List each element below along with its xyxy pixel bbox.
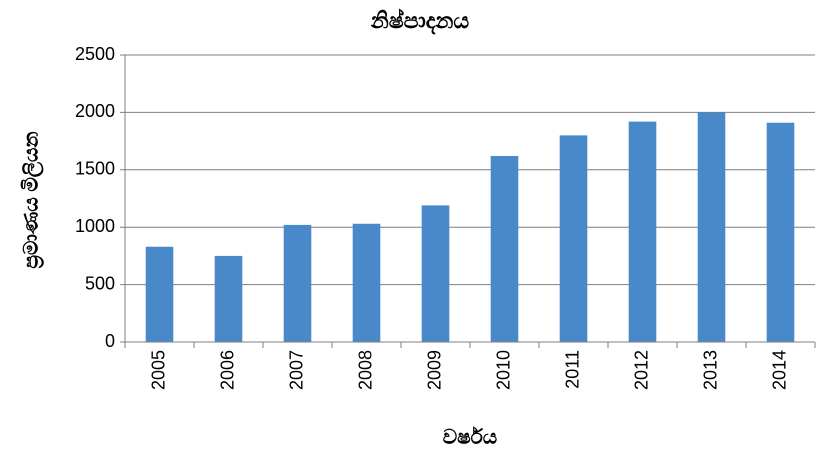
x-tick-label: 2014 bbox=[769, 350, 789, 390]
bar bbox=[421, 205, 450, 342]
bar bbox=[697, 112, 726, 343]
y-tick-label: 1000 bbox=[75, 216, 115, 236]
bar bbox=[490, 156, 519, 342]
bar bbox=[214, 255, 243, 342]
x-tick-label: 2006 bbox=[217, 350, 237, 390]
y-tick-label: 500 bbox=[85, 273, 115, 293]
y-tick-label: 2000 bbox=[75, 101, 115, 121]
bar bbox=[559, 135, 588, 342]
bar bbox=[628, 121, 657, 342]
x-tick-label: 2009 bbox=[424, 350, 444, 390]
x-axis-title: වර්ෂය bbox=[443, 425, 497, 448]
chart-title: නිෂ්පාදනය bbox=[370, 8, 470, 35]
x-tick-label: 2008 bbox=[355, 350, 375, 390]
x-tick-label: 2005 bbox=[148, 350, 168, 390]
bar bbox=[283, 224, 312, 342]
x-tick-label: 2007 bbox=[286, 350, 306, 390]
x-tick-label: 2012 bbox=[631, 350, 651, 390]
bar bbox=[766, 122, 795, 343]
y-axis-title: ප්‍රමාණය මිලියන bbox=[20, 131, 45, 269]
bar bbox=[145, 246, 174, 342]
x-tick-label: 2010 bbox=[493, 350, 513, 390]
x-tick-label: 2013 bbox=[700, 350, 720, 390]
y-tick-label: 2500 bbox=[75, 44, 115, 64]
y-tick-label: 0 bbox=[105, 331, 115, 351]
y-tick-label: 1500 bbox=[75, 159, 115, 179]
x-tick-label: 2011 bbox=[562, 350, 582, 389]
bar bbox=[352, 223, 381, 342]
